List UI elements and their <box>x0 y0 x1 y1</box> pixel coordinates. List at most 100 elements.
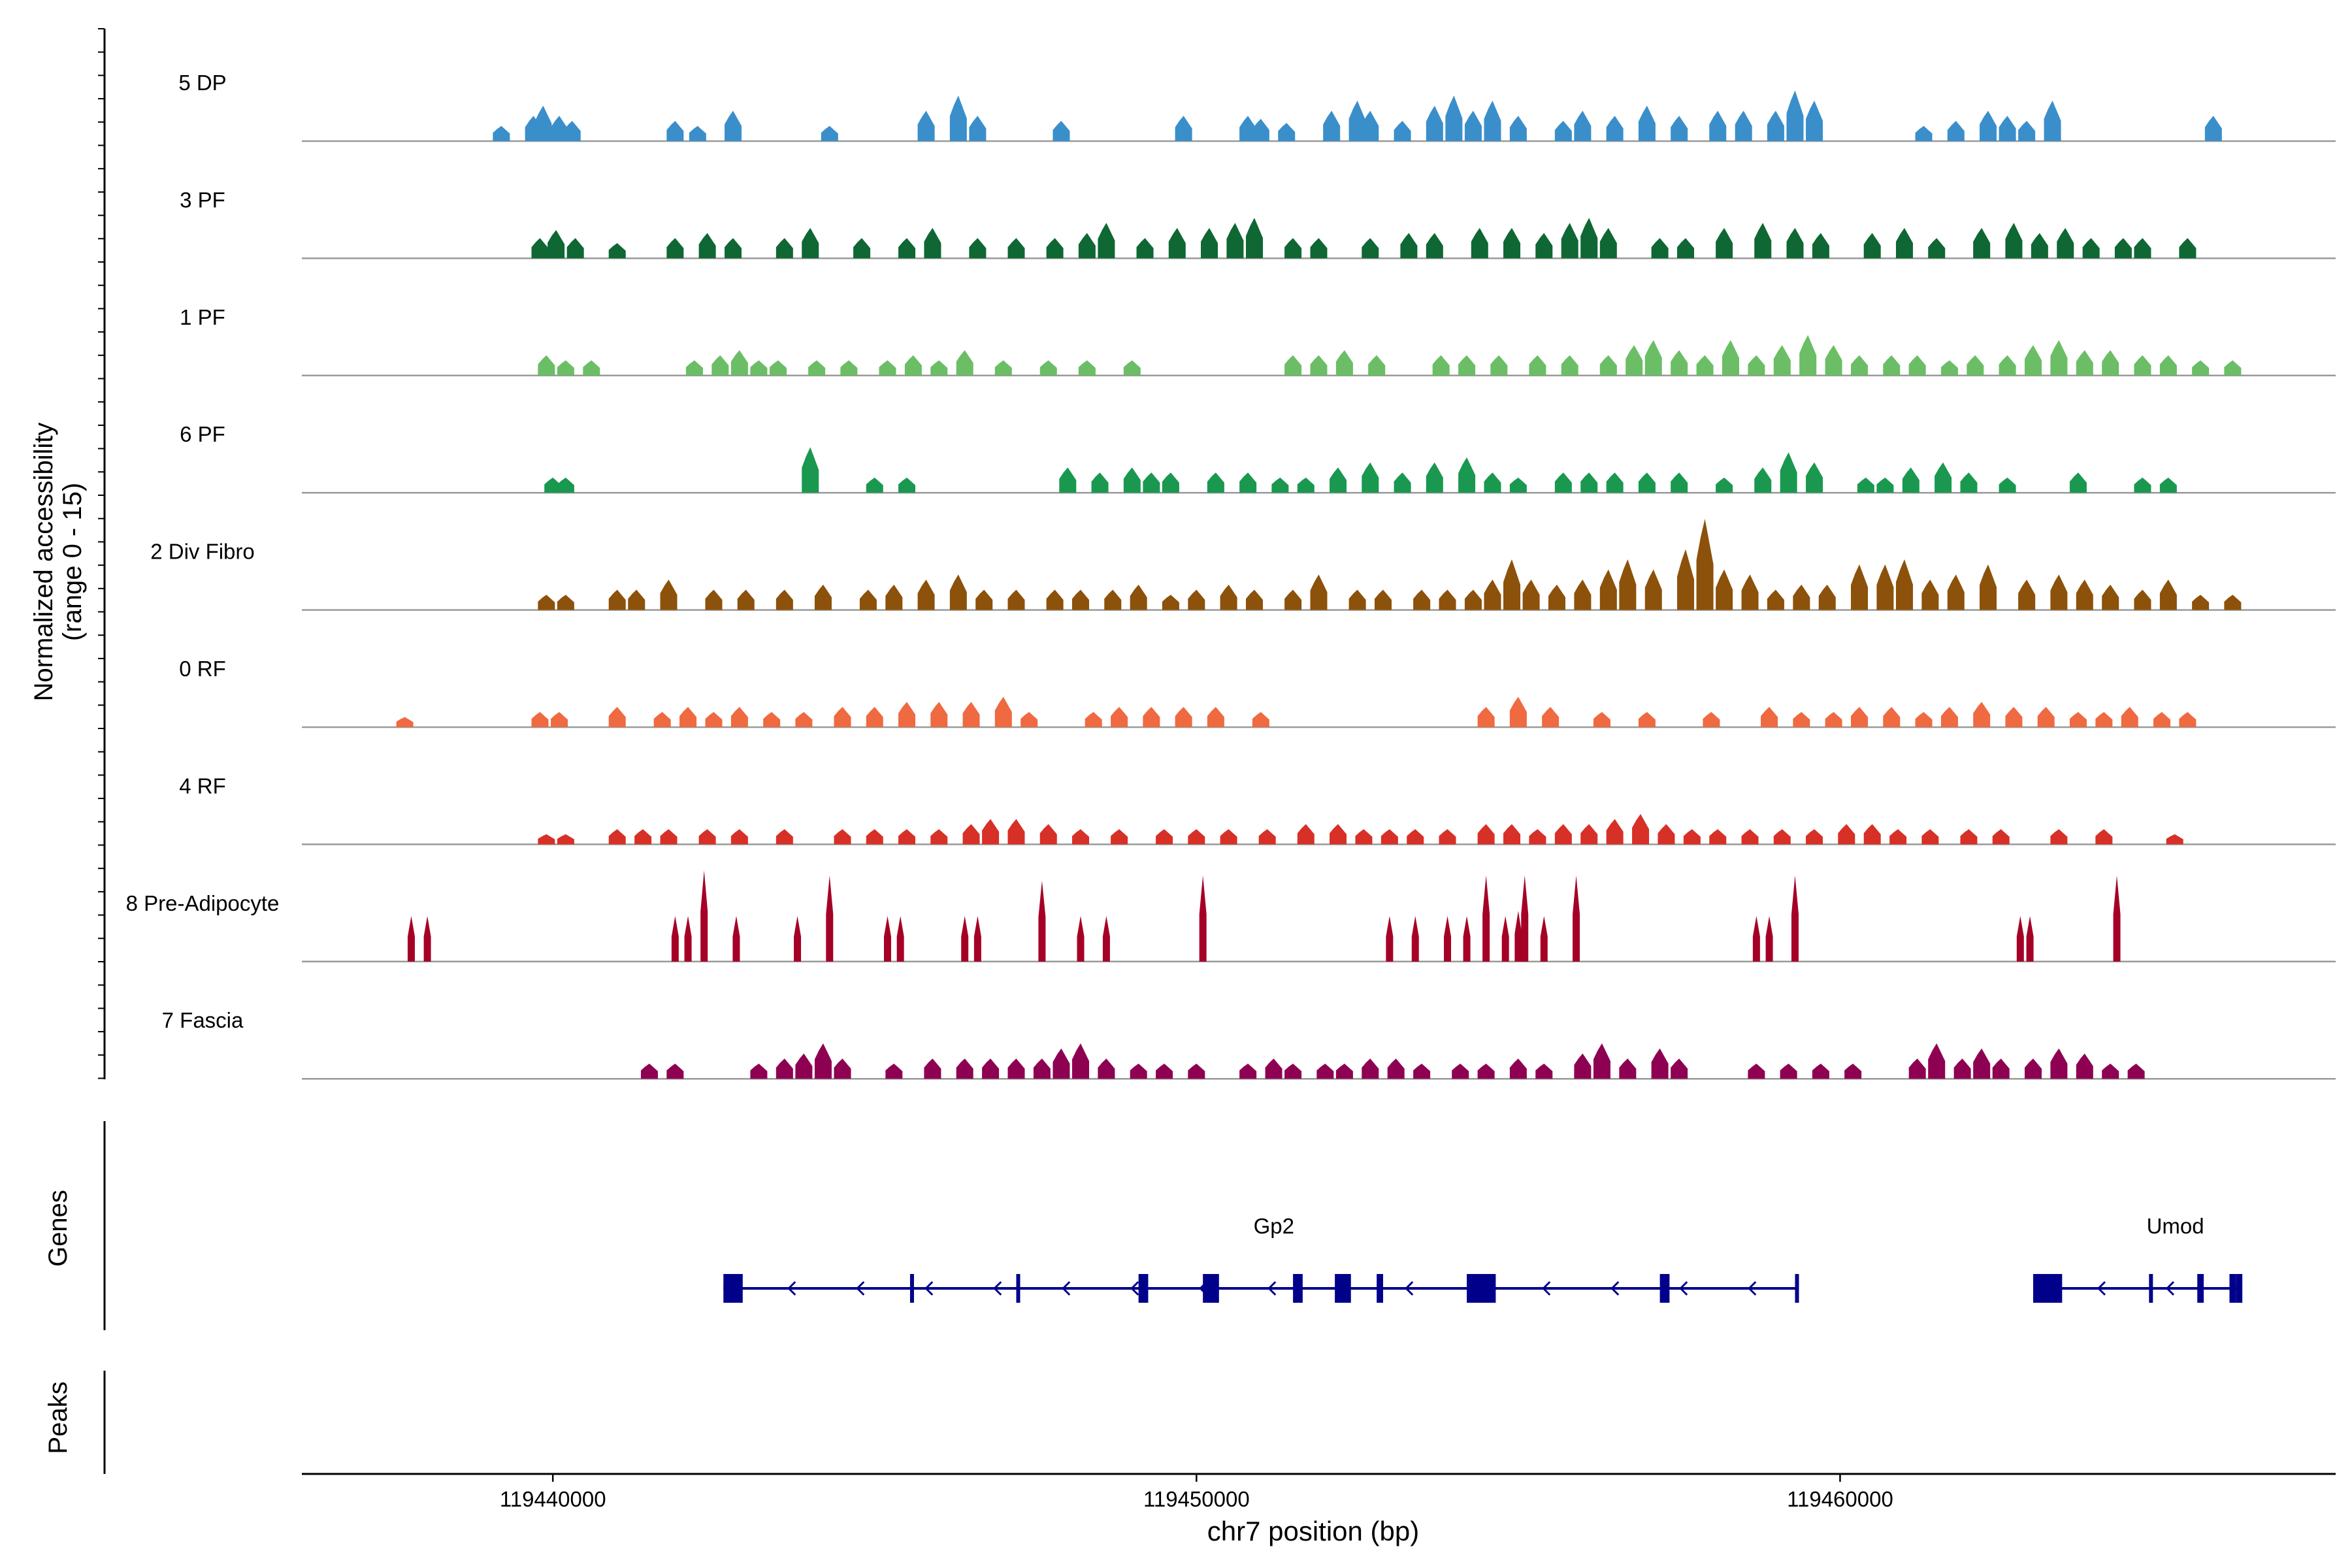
coverage-peak <box>949 95 967 141</box>
coverage-peak <box>1973 702 1991 727</box>
coverage-peak <box>834 829 851 845</box>
y-axis-label-line1: Normalized accessibility <box>29 423 58 702</box>
coverage-peak <box>917 580 935 610</box>
exon-block <box>1138 1274 1149 1303</box>
coverage-peak <box>1297 824 1315 845</box>
coverage-peak <box>1335 1063 1353 1079</box>
coverage-peak <box>776 829 793 845</box>
coverage-peak <box>1411 916 1419 962</box>
coverage-peak <box>1007 589 1025 610</box>
coverage-peak <box>730 350 748 376</box>
coverage-peak <box>1574 580 1592 610</box>
coverage-peak <box>802 227 819 259</box>
gene-annotation-track: Gp2 Umod <box>723 1214 2243 1303</box>
coverage-peak <box>1561 223 1578 259</box>
coverage-peak <box>2050 340 2068 376</box>
track-label: 6 PF <box>180 422 225 446</box>
coverage-peak <box>1554 472 1572 493</box>
coverage-peak <box>396 717 414 727</box>
coverage-peak <box>1953 1058 1971 1079</box>
coverage-peak <box>1754 467 1772 493</box>
coverage-peak <box>1310 238 1328 259</box>
coverage-peak <box>1521 875 1529 962</box>
coverage-peak <box>834 707 851 727</box>
coverage-peak <box>1580 824 1598 845</box>
coverage-peak <box>666 1063 684 1079</box>
coverage-peak <box>1908 1058 1926 1079</box>
coverage-peak <box>1226 223 1244 259</box>
coverage-peak <box>531 711 549 727</box>
exon-block <box>1377 1274 1384 1303</box>
coverage-peak <box>1677 549 1695 610</box>
coverage-peak <box>2095 711 2113 727</box>
coverage-peak <box>1748 1063 1765 1079</box>
coverage-peak <box>982 819 1000 845</box>
coverage-peak <box>407 916 415 962</box>
coverage-peak <box>1947 574 1965 610</box>
coverage-peak <box>2069 711 2087 727</box>
coverage-peak <box>1973 227 1991 259</box>
strand-arrow-icon <box>1130 1281 1139 1296</box>
coverage-peak <box>557 834 574 845</box>
coverage-peak <box>1967 355 1984 376</box>
coverage-peak <box>1677 238 1695 259</box>
track-5-dp: 5 DP <box>178 71 2336 142</box>
coverage-peak <box>1426 462 1443 493</box>
coverage-peak <box>2024 1058 2042 1079</box>
coverage-peak <box>1535 1063 1553 1079</box>
coverage-peak <box>493 125 510 141</box>
coverage-peak <box>1806 462 1823 493</box>
track-label: 2 Div Fibro <box>150 540 255 564</box>
y-axis-label-line2: (range 0 - 15) <box>58 483 87 641</box>
coverage-peak <box>1098 223 1115 259</box>
coverage-peak <box>1851 707 1869 727</box>
coverage-peak <box>1876 477 1894 493</box>
coverage-peak <box>1709 829 1727 845</box>
coverage-peak <box>608 589 626 610</box>
coverage-peak <box>1490 355 1508 376</box>
coverage-peak <box>2114 238 2132 259</box>
coverage-peak <box>994 696 1012 727</box>
coverage-peak <box>1593 1043 1610 1079</box>
coverage-peak <box>725 238 742 259</box>
track-4-rf: 4 RF <box>179 774 2336 845</box>
coverage-peak <box>2179 711 2197 727</box>
coverage-peak <box>1606 116 1624 141</box>
coverage-peak <box>1284 1063 1302 1079</box>
coverage-peak <box>1091 472 1109 493</box>
coverage-peak <box>1902 467 1919 493</box>
coverage-peak <box>689 125 706 141</box>
coverage-peak <box>1696 355 1714 376</box>
coverage-peak <box>2134 355 2151 376</box>
exon-block <box>2149 1274 2153 1303</box>
coverage-peak <box>795 711 813 727</box>
track-label: 8 Pre-Adipocyte <box>126 891 280 915</box>
coverage-peak <box>795 1053 813 1079</box>
coverage-peak <box>2018 121 2036 141</box>
coverage-peak <box>1477 1063 1495 1079</box>
coverage-peak <box>962 702 980 727</box>
strand-arrow-icon <box>2165 1281 2175 1296</box>
coverage-peak <box>2192 595 2210 610</box>
coverage-peak <box>1791 875 1799 962</box>
coverage-peak <box>1444 916 1452 962</box>
strand-arrow-icon <box>1267 1281 1277 1296</box>
coverage-peak <box>1786 227 1804 259</box>
coverage-peak <box>698 829 716 845</box>
coverage-peak <box>608 243 626 259</box>
coverage-peak <box>1130 584 1147 610</box>
coverage-peak <box>956 350 973 376</box>
coverage-peak <box>1400 233 1418 259</box>
coverage-peak <box>1143 472 1160 493</box>
coverage-peak <box>1619 559 1637 610</box>
coverage-peak <box>1716 477 1733 493</box>
coverage-peak <box>685 360 703 376</box>
coverage-peak <box>1619 1058 1637 1079</box>
track-label: 7 Fascia <box>162 1008 244 1032</box>
coverage-peak <box>1716 569 1733 610</box>
coverage-peak <box>1522 580 1540 610</box>
coverage-peak <box>1767 589 1784 610</box>
track-label: 0 RF <box>179 657 226 681</box>
coverage-peak <box>711 355 729 376</box>
coverage-peak <box>1072 1043 1090 1079</box>
